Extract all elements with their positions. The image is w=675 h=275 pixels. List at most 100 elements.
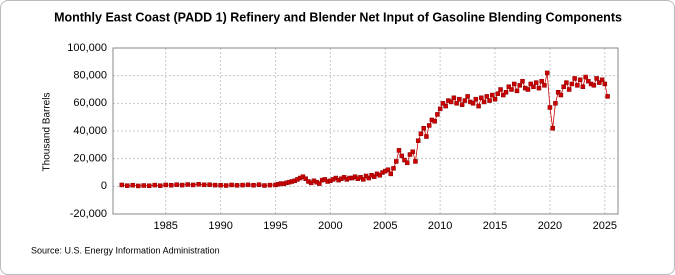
data-point <box>473 96 479 102</box>
data-point <box>583 74 588 80</box>
data-point <box>454 101 459 106</box>
data-point <box>533 80 539 85</box>
data-point <box>561 84 566 89</box>
y-tick-label: 0 <box>101 180 107 192</box>
data-point <box>251 182 256 188</box>
data-point <box>443 103 448 109</box>
data-point <box>399 153 404 159</box>
y-tick-label: -20,000 <box>70 208 107 220</box>
data-point <box>479 95 484 101</box>
data-point <box>141 183 146 188</box>
data-point <box>185 182 190 187</box>
data-point <box>240 182 245 188</box>
series-line <box>121 72 608 187</box>
data-point <box>506 84 512 89</box>
data-point <box>484 94 490 99</box>
data-point <box>432 119 437 124</box>
x-tick-label: 2000 <box>318 220 342 232</box>
x-tick-label: 1985 <box>153 220 177 232</box>
data-point <box>119 182 125 188</box>
data-point <box>544 70 550 76</box>
data-point <box>218 182 223 188</box>
y-tick-label: 60,000 <box>73 97 107 109</box>
data-point <box>163 182 168 188</box>
data-point <box>503 90 509 95</box>
data-point <box>517 83 522 88</box>
data-point <box>190 182 196 188</box>
data-point <box>577 77 583 83</box>
data-point <box>229 182 234 188</box>
data-point <box>465 94 470 99</box>
data-point <box>509 87 514 92</box>
data-point <box>470 101 476 106</box>
data-point <box>136 183 141 189</box>
data-point <box>152 182 157 188</box>
data-point <box>448 99 454 105</box>
data-point <box>174 182 179 187</box>
data-point <box>404 160 410 166</box>
data-point <box>597 80 602 85</box>
data-point <box>451 95 457 101</box>
data-point <box>586 78 591 84</box>
data-point <box>212 182 218 188</box>
data-point <box>481 99 487 105</box>
y-tick-label: 40,000 <box>73 125 107 137</box>
data-point <box>525 87 531 92</box>
data-point <box>234 183 240 188</box>
data-point <box>498 87 503 92</box>
data-point <box>555 90 561 95</box>
data-point <box>391 166 396 171</box>
data-point <box>377 173 383 178</box>
data-point <box>591 83 597 88</box>
data-point <box>550 125 555 131</box>
data-point <box>396 148 402 153</box>
data-point <box>501 92 506 98</box>
data-point <box>457 96 462 102</box>
data-point <box>495 91 501 96</box>
data-point <box>393 159 399 164</box>
data-point <box>514 88 520 94</box>
data-point <box>605 94 610 99</box>
data-point <box>594 76 599 81</box>
data-point <box>476 103 481 109</box>
chart-title: Monthly East Coast (PADD 1) Refinery and… <box>54 10 622 24</box>
data-point <box>602 81 608 87</box>
data-point <box>539 78 544 84</box>
data-point <box>179 182 185 188</box>
data-point <box>388 171 393 177</box>
data-point <box>207 182 212 187</box>
x-tick-label: 2015 <box>483 220 507 232</box>
y-tick-label: 20,000 <box>73 153 107 165</box>
data-point <box>553 101 558 106</box>
data-point <box>267 182 273 188</box>
data-point <box>558 92 564 98</box>
data-point <box>385 167 391 172</box>
data-point <box>580 84 586 89</box>
data-point <box>157 183 163 188</box>
data-point <box>490 92 495 98</box>
data-point <box>366 175 372 181</box>
data-point <box>415 138 421 143</box>
data-point <box>542 83 547 88</box>
data-point <box>418 131 424 137</box>
data-point <box>262 183 267 188</box>
data-point <box>462 98 468 103</box>
data-point <box>303 176 308 181</box>
data-point <box>547 105 553 110</box>
data-point <box>512 81 517 87</box>
data-point <box>168 182 174 188</box>
x-tick-label: 2005 <box>373 220 397 232</box>
x-tick-label: 2010 <box>428 220 452 232</box>
data-point <box>402 157 407 163</box>
x-tick-label: 2025 <box>593 220 617 232</box>
data-point <box>459 102 465 107</box>
data-point <box>566 87 572 92</box>
data-point <box>413 159 418 164</box>
data-point <box>599 77 605 83</box>
data-point <box>520 78 525 84</box>
data-point <box>223 183 229 188</box>
y-axis-label: Thousand Barrels <box>42 93 53 172</box>
data-point <box>528 81 533 87</box>
data-point <box>421 125 426 131</box>
